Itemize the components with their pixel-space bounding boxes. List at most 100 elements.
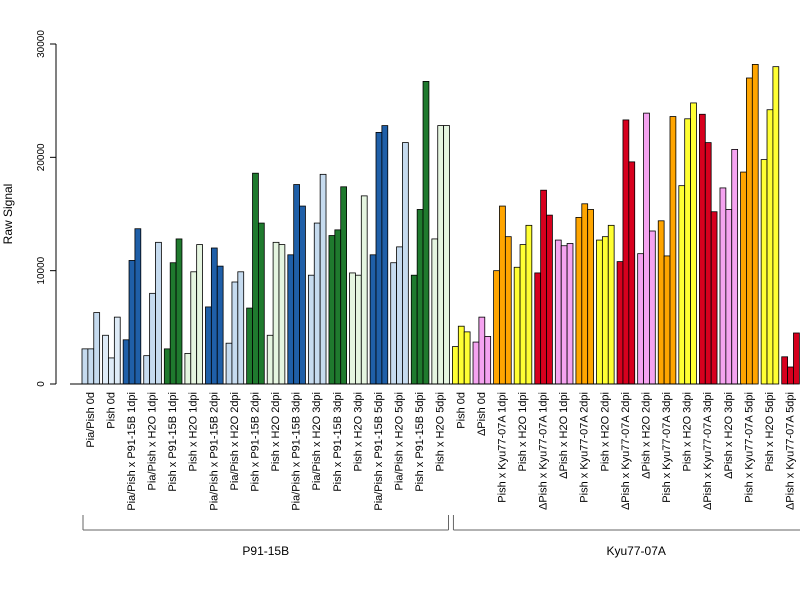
bar [355,274,362,385]
x-tick-label: Pish x H2O 2dpi [270,392,282,471]
y-tick-label: 0 [36,381,47,387]
bar [746,77,753,385]
group-label: P91-15B [242,544,289,558]
bar [766,109,774,385]
bar [740,171,747,385]
bar [793,332,800,385]
bar [81,348,89,385]
x-tick-label: Pish x H2O 5dpi [435,392,447,471]
bar [422,81,430,385]
bar [699,113,706,385]
bar [554,239,562,385]
bar [328,235,336,385]
bar [581,203,589,385]
x-tick-label: Pish x P91-15B 5dpi [414,392,426,492]
bar [319,173,327,385]
bar [452,346,459,385]
bar [225,342,233,385]
bar [443,125,450,385]
bar [649,230,656,385]
bar [190,271,198,385]
x-tick-label: Pish 0d [455,392,467,429]
bar [410,274,418,385]
x-tick-label: Pish x H2O 3dpi [352,392,364,471]
x-tick-label: Pish x P91-15B 2dpi [249,392,261,492]
bar [87,348,95,385]
bar [478,316,486,385]
bar [196,244,203,385]
bars-layer [81,64,800,385]
bar [472,341,480,385]
bar [113,316,121,385]
bar [540,189,547,385]
bar [513,266,521,385]
bar [266,334,274,385]
bar [231,281,239,385]
bar [587,209,594,385]
y-axis: 0 10000 20000 30000 [36,30,57,387]
x-tick-label: ΔPish x H2O 1dpi [558,392,570,479]
x-tick-label: Pia/Pish x P91-15B 3dpi [291,392,303,511]
bar [340,186,348,385]
x-tick-label: Pish x H2O 1dpi [517,392,529,471]
x-tick-label: Pish x H2O 1dpi [188,392,200,471]
bar [216,265,224,385]
bar [628,161,636,385]
bar [210,247,218,385]
bar [287,254,295,385]
bar [431,238,439,385]
x-tick-label: Pish x H2O 5dpi [764,392,776,471]
y-tick-label: 20000 [36,143,47,171]
x-tick-label: Pia/Pish x H2O 1dpi [147,392,159,490]
bar [772,66,780,385]
x-tick-label: ΔPish 0d [476,392,488,436]
bar [293,184,300,385]
bar [375,131,383,385]
x-tick-label: Pia/Pish x H2O 5dpi [394,392,406,490]
bar [307,274,315,385]
bar [149,292,156,385]
bar [349,272,356,385]
bar [390,262,397,385]
y-tick-label: 30000 [36,30,47,58]
bar [102,334,109,385]
bar [155,241,162,385]
bar [643,112,650,385]
bar [237,271,245,385]
bar [534,272,542,385]
bar [690,102,697,385]
bar [596,239,603,385]
bar [128,260,136,385]
group-label: Kyu77-07A [607,544,666,558]
bar [381,125,389,385]
bar [278,244,286,385]
bar [725,209,733,385]
bar [369,254,377,385]
bar [616,261,624,385]
x-tick-label: ΔPish x Kyu77-07A 2dpi [620,392,632,510]
x-tick-label: Pia/Pish x P91-15B 2dpi [208,392,220,511]
bar [622,119,630,385]
bar [313,222,321,385]
bar [360,195,368,385]
y-axis-label: Raw Signal [1,184,15,245]
bar [731,148,739,385]
bar [637,253,644,385]
bar [143,355,151,385]
bar [781,356,788,385]
bar [163,348,171,385]
bar [669,116,677,385]
x-tick-labels: Pia/Pish 0d Pish 0d Pia/Pish x P91-15B 1dp… [85,392,797,511]
bar [134,228,142,385]
x-tick-label: Pia/Pish x H2O 2dpi [229,392,241,490]
bar [787,366,794,385]
bar [463,331,471,385]
bar [457,325,465,385]
bar [657,220,665,385]
bar [252,172,259,385]
bar [684,118,691,385]
bar [566,243,574,385]
x-tick-label: Pish x H2O 3dpi [682,392,694,471]
bar [299,205,306,385]
